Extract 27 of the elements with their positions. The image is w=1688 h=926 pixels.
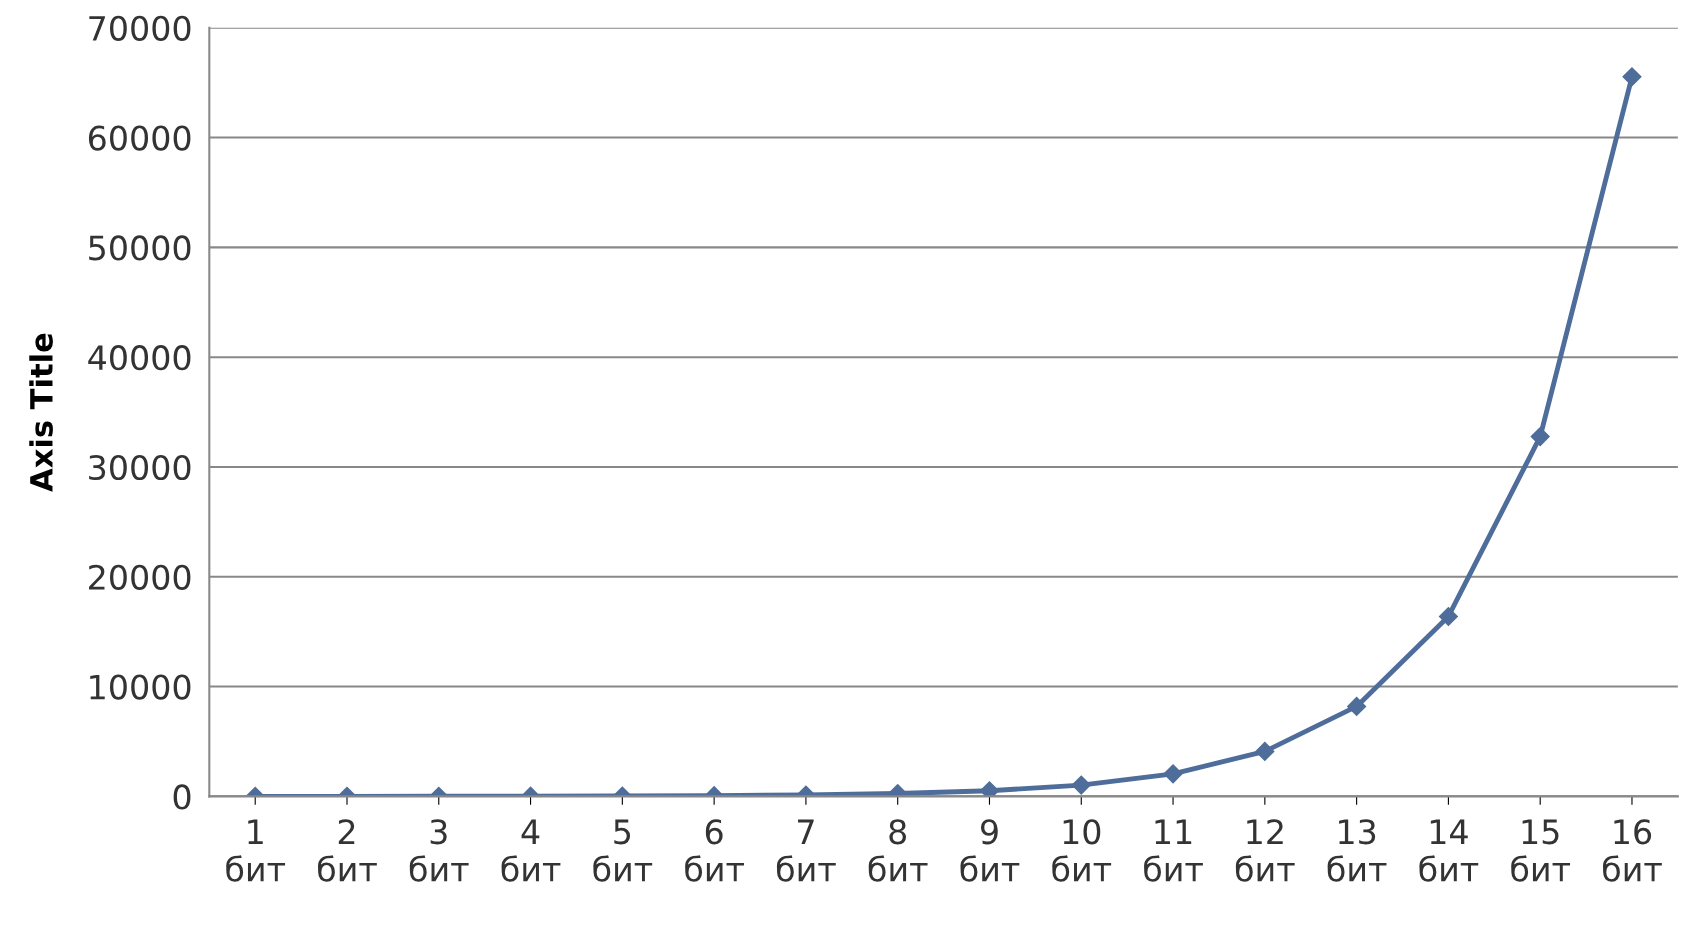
y-tick-label: 30000 — [89, 454, 191, 481]
x-tick-label: 16 бит — [1602, 819, 1662, 882]
x-tick-label: 3 бит — [409, 819, 469, 882]
y-tick-label: 20000 — [89, 564, 191, 590]
x-tick-label: 2 бит — [317, 819, 377, 882]
x-tick-label: 15 бит — [1511, 819, 1571, 882]
x-tick-label: 13 бит — [1327, 819, 1387, 882]
x-tick-label: 10 бит — [1052, 819, 1112, 882]
x-tick-label: 1 бит — [226, 819, 286, 882]
x-tick-label: 5 бит — [593, 819, 653, 882]
x-tick-label: 6 бит — [685, 819, 744, 882]
x-tick-label: 11 бит — [1144, 819, 1203, 882]
x-tick-label: 8 бит — [868, 819, 928, 882]
x-tick-label: 4 бит — [501, 819, 561, 882]
y-tick-label: 40000 — [88, 345, 191, 371]
x-tick-label: 14 бит — [1419, 819, 1479, 882]
y-tick-label: 50000 — [89, 235, 191, 261]
y-tick-label: 10000 — [90, 674, 191, 700]
x-tick-label: 9 бит — [960, 819, 1020, 882]
x-tick-label: 12 бит — [1235, 819, 1295, 882]
y-tick-label: 70000 — [89, 15, 191, 41]
y-tick-label: 60000 — [88, 125, 191, 151]
point — [1530, 427, 1550, 447]
x-tick-label: 7 бит — [776, 819, 836, 882]
point — [1622, 67, 1642, 87]
y-tick-label: 0 — [173, 784, 191, 810]
y-axis-title: Axis Title — [29, 333, 53, 492]
